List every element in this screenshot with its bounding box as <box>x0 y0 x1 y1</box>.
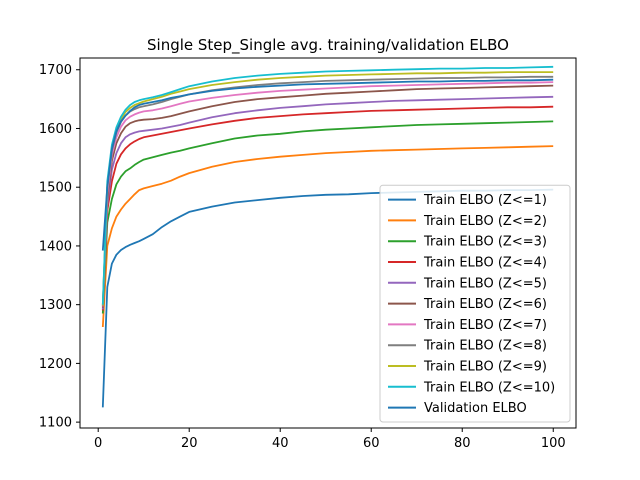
x-tick-label: 60 <box>363 436 380 451</box>
legend-entry-label: Train ELBO (Z<=9) <box>423 360 547 375</box>
legend-entry-label: Train ELBO (Z<=2) <box>423 214 547 229</box>
legend: Train ELBO (Z<=1) Train ELBO (Z<=2) Train … <box>379 184 571 423</box>
y-tick-label: 1200 <box>39 357 72 372</box>
legend-entry-label: Train ELBO (Z<=1) <box>423 193 547 208</box>
series-line-5 <box>101 95 554 310</box>
axes-frame <box>79 57 577 429</box>
x-tick-label: 100 <box>541 436 566 451</box>
legend-entry-label: Validation ELBO <box>424 401 527 416</box>
legend-entry-label: Train ELBO (Z<=6) <box>423 297 547 312</box>
legend-entry-label: Train ELBO (Z<=10) <box>423 380 555 395</box>
x-tick-label: 80 <box>454 436 471 451</box>
legend-entry-label: Train ELBO (Z<=4) <box>423 256 547 271</box>
series-line-11 <box>101 78 554 251</box>
y-tick-label: 1500 <box>39 181 72 196</box>
legend-entry-label: Train ELBO (Z<=5) <box>423 276 547 291</box>
x-tick-label: 0 <box>94 436 102 451</box>
series-layer <box>101 65 554 408</box>
series-line-3 <box>101 120 554 314</box>
axes-layer: 0 20 40 60 80 100 1100 1200 1300 1400 1500 1600 1700 <box>39 57 577 451</box>
series-line-4 <box>101 105 554 311</box>
y-tick-label: 1600 <box>39 122 72 137</box>
chart-title: Single Step_Single avg. training/validat… <box>147 36 509 55</box>
legend-entry-label: Train ELBO (Z<=8) <box>423 339 547 354</box>
series-line-7 <box>101 81 554 307</box>
x-tick-label: 40 <box>272 436 289 451</box>
legend-entry-label: Train ELBO (Z<=7) <box>423 318 547 333</box>
y-tick-label: 1100 <box>39 416 72 431</box>
y-tick-label: 1400 <box>39 239 72 254</box>
x-tick-label: 20 <box>181 436 198 451</box>
legend-entry-label: Train ELBO (Z<=3) <box>423 235 547 250</box>
legend-box <box>379 184 571 423</box>
series-line-2 <box>101 145 554 328</box>
y-tick-label: 1300 <box>39 298 72 313</box>
y-tick-label: 1700 <box>39 63 72 78</box>
series-line-9 <box>101 71 554 306</box>
series-line-6 <box>101 84 554 308</box>
series-line-10 <box>101 65 554 305</box>
